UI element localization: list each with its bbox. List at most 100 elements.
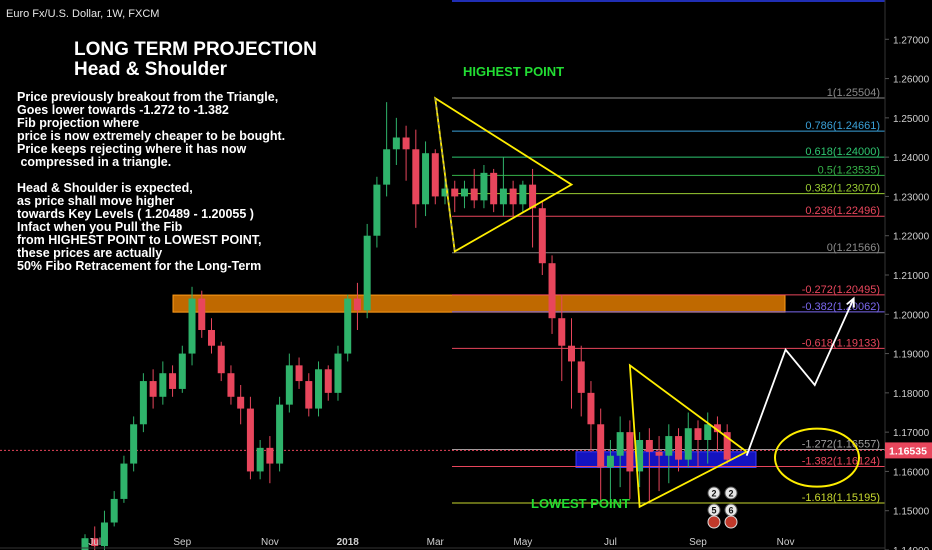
y-tick-label: 1.16000 xyxy=(893,467,930,478)
chart-header: Euro Fx/U.S. Dollar, 1W, FXCM xyxy=(6,8,160,20)
candle-body xyxy=(285,365,293,405)
candle-body xyxy=(577,361,585,393)
y-tick-label: 1.19000 xyxy=(893,350,930,361)
event-marker-icon xyxy=(707,486,721,500)
candle-body xyxy=(130,424,138,464)
candle-body xyxy=(100,522,108,547)
x-tick-label: Sep xyxy=(173,537,191,548)
fib-level-label: 1(1.25504) xyxy=(827,87,880,99)
x-tick-label: Sep xyxy=(689,537,707,548)
y-tick-label: 1.15000 xyxy=(893,507,930,518)
candle-body xyxy=(460,188,468,197)
candle-body xyxy=(675,436,683,460)
candle-body xyxy=(324,369,332,393)
candle-body xyxy=(91,538,99,547)
upper-triangle xyxy=(434,96,574,253)
candle-body xyxy=(169,373,177,389)
y-tick-label: 1.23000 xyxy=(893,192,930,203)
candle-body xyxy=(713,424,721,433)
candle-body xyxy=(334,353,342,393)
highest-point-label: HIGHEST POINT xyxy=(463,64,565,79)
candle-body xyxy=(266,447,274,464)
candle-body xyxy=(422,153,430,205)
fib-drag-line xyxy=(434,98,456,252)
candle-body xyxy=(529,184,537,209)
fib-level-label: -1.272(1.16557) xyxy=(802,439,880,451)
fib-level-label: -0.382(1.20062) xyxy=(802,301,880,313)
candle-body xyxy=(139,381,147,425)
candle-body xyxy=(295,365,303,382)
flag-icon xyxy=(707,515,721,529)
y-tick-label: 1.18000 xyxy=(893,389,930,400)
title-line-1: LONG TERM PROJECTION xyxy=(74,39,317,60)
candle-body xyxy=(81,538,89,550)
x-tick-label: Nov xyxy=(261,537,279,548)
fib-level-label: -1.382(1.16124) xyxy=(802,456,880,468)
candle-body xyxy=(684,428,692,460)
candle-body xyxy=(227,373,235,397)
candle-body xyxy=(655,451,663,456)
projection-arrowhead xyxy=(846,296,855,308)
y-tick-label: 1.20000 xyxy=(893,310,930,321)
candle-body xyxy=(606,455,614,468)
candle-body xyxy=(636,440,644,472)
candle-body xyxy=(558,318,566,346)
event-marker-count: 5 xyxy=(711,506,716,516)
candle-body xyxy=(344,298,352,354)
y-tick-label: 1.22000 xyxy=(893,232,930,243)
candle-body xyxy=(431,153,439,197)
x-tick-label: 2018 xyxy=(337,537,360,548)
candle-body xyxy=(626,432,634,472)
candle-body xyxy=(480,172,488,201)
y-tick-label: 1.14000 xyxy=(893,546,930,550)
candle-body xyxy=(490,172,498,205)
fib-level-label: -0.618(1.19133) xyxy=(802,337,880,349)
event-marker-icon xyxy=(724,486,738,500)
y-tick-label: 1.21000 xyxy=(893,271,930,282)
candle-body xyxy=(509,188,517,205)
y-tick-label: 1.25000 xyxy=(893,114,930,125)
event-marker-count: 6 xyxy=(728,506,733,516)
x-tick-label: Jul xyxy=(88,537,101,548)
x-tick-label: Nov xyxy=(777,537,795,548)
candle-body xyxy=(383,149,391,185)
candle-body xyxy=(568,345,575,362)
candle-body xyxy=(353,298,361,311)
x-tick-label: Mar xyxy=(427,537,445,548)
fib-level-label: 0.618(1.24000) xyxy=(805,146,880,158)
candle-body xyxy=(237,396,245,409)
fib-level-label: 0.382(1.23070) xyxy=(805,183,880,195)
candle-body xyxy=(188,298,196,354)
analysis-note: Price previously breakout from the Trian… xyxy=(17,90,286,273)
candle-body xyxy=(110,498,118,523)
candle-body xyxy=(519,184,527,205)
candle-body xyxy=(149,381,157,397)
projection-path xyxy=(745,298,855,457)
candle-body xyxy=(178,353,186,389)
candle-body xyxy=(587,392,595,425)
y-tick-label: 1.26000 xyxy=(893,75,930,86)
flag-icon xyxy=(724,515,738,529)
target-ellipse xyxy=(774,427,860,488)
candle-body xyxy=(704,424,712,440)
candle-body xyxy=(499,188,507,205)
title-line-2: Head & Shoulder xyxy=(74,59,228,80)
candle-body xyxy=(120,463,128,499)
candle-body xyxy=(207,330,215,346)
candle-body xyxy=(363,235,371,311)
candle-body xyxy=(597,424,605,468)
candle-body xyxy=(470,188,478,201)
candle-body xyxy=(538,208,546,264)
candle-body xyxy=(548,263,556,319)
last-price-tag xyxy=(885,442,932,459)
fib-level-label: -1.618(1.15195) xyxy=(802,492,880,504)
candle-body xyxy=(616,432,624,456)
lowest-point-label: LOWEST POINT xyxy=(531,496,630,511)
candle-body xyxy=(159,373,167,397)
x-tick-label: May xyxy=(513,537,532,548)
candle-body xyxy=(645,440,653,452)
fib-level-label: 0.236(1.22496) xyxy=(805,205,880,217)
event-marker-count: 2 xyxy=(711,489,716,499)
candle-body xyxy=(694,428,702,440)
